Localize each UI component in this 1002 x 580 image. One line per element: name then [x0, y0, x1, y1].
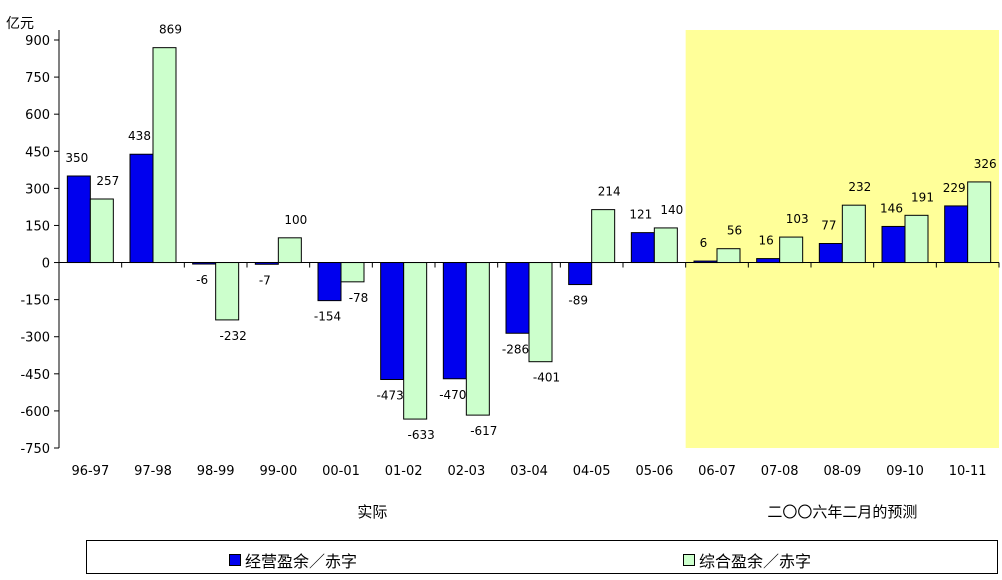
x-tick-label: 10-11: [949, 464, 987, 479]
y-tick-label: 0: [42, 257, 50, 272]
bar-series-2: [716, 248, 741, 264]
data-label-series-1: 121: [629, 208, 652, 222]
x-tick-label: 98-99: [197, 464, 235, 479]
y-tick-label: 750: [25, 71, 50, 86]
data-label-series-1: 146: [880, 201, 903, 215]
data-label-series-2: -633: [408, 428, 435, 442]
bar-series-1: [66, 175, 91, 264]
x-tick-label: 00-01: [322, 464, 360, 479]
bar-series-2: [152, 47, 177, 264]
bar-series-2: [841, 204, 866, 264]
data-label-series-1: 438: [128, 129, 151, 143]
legend-swatch-series-1: [229, 554, 241, 566]
y-tick-label: -450: [20, 368, 50, 383]
bar-series-2: [89, 198, 114, 264]
legend-label-series-2: 综合盈余／赤字: [699, 552, 812, 571]
data-label-series-2: 232: [848, 180, 871, 194]
data-label-series-2: 100: [284, 213, 307, 227]
y-tick-label: 450: [25, 145, 50, 160]
bar-series-1: [568, 262, 593, 286]
data-label-series-2: 191: [911, 190, 934, 204]
legend-item-series-1: 经营盈余／赤字: [229, 548, 357, 572]
bar-series-1: [756, 258, 781, 264]
x-tick-label: 03-04: [510, 464, 548, 479]
x-tick-label: 02-03: [447, 464, 485, 479]
section-label-1: 实际: [357, 503, 387, 521]
data-label-series-1: -286: [502, 342, 529, 356]
data-label-series-1: -473: [377, 389, 404, 403]
data-label-series-2: 56: [727, 224, 742, 238]
x-tick-label: 04-05: [573, 464, 611, 479]
x-tick-label: 07-08: [761, 464, 799, 479]
bar-series-2: [967, 181, 992, 264]
x-tick-label: 96-97: [71, 464, 109, 479]
y-tick-label: -300: [20, 331, 50, 346]
bar-series-1: [944, 205, 969, 264]
x-tick-label: 97-98: [134, 464, 172, 479]
bar-series-2: [528, 262, 553, 363]
data-label-series-1: -6: [196, 273, 208, 287]
data-label-series-2: -401: [533, 371, 560, 385]
bar-series-1: [818, 243, 843, 264]
data-label-series-1: 229: [943, 181, 966, 195]
data-label-series-2: -617: [470, 424, 497, 438]
bar-series-2: [215, 262, 240, 321]
data-label-series-1: -89: [568, 294, 588, 308]
legend-item-series-2: 综合盈余／赤字: [683, 548, 811, 572]
bar-series-1: [192, 262, 217, 265]
bar-series-1: [630, 232, 655, 264]
y-tick-label: -150: [20, 294, 50, 309]
y-tick-label: -600: [20, 405, 50, 420]
x-tick-label: 08-09: [823, 464, 861, 479]
data-label-series-1: -154: [314, 310, 341, 324]
bar-series-2: [340, 262, 365, 283]
bar-series-1: [254, 262, 279, 265]
legend-swatch-series-2: [683, 554, 695, 566]
bar-series-2: [465, 262, 490, 416]
x-tick-label: 09-10: [886, 464, 924, 479]
bar-series-1: [380, 262, 405, 381]
y-tick-label: 900: [25, 34, 50, 49]
bar-series-2: [779, 236, 804, 264]
data-label-series-2: 326: [974, 157, 997, 171]
data-label-series-1: 77: [821, 219, 836, 233]
x-tick-label: 06-07: [698, 464, 736, 479]
x-tick-label: 01-02: [385, 464, 423, 479]
bar-series-2: [277, 237, 302, 264]
x-tick-label: 99-00: [259, 464, 297, 479]
data-label-series-2: -78: [349, 291, 369, 305]
data-label-series-2: 140: [660, 203, 683, 217]
bar-series-1: [129, 153, 154, 264]
data-label-series-2: 257: [96, 174, 119, 188]
data-label-series-1: 16: [759, 234, 774, 248]
bar-series-1: [442, 262, 467, 380]
y-unit-label: 亿元: [6, 16, 34, 32]
bar-series-2: [403, 262, 428, 420]
data-label-series-2: 869: [159, 23, 182, 37]
x-tick-label: 05-06: [635, 464, 673, 479]
bar-series-2: [591, 209, 616, 264]
section-label-2: 二〇〇六年二月的预测: [767, 503, 917, 521]
data-label-series-2: 103: [786, 212, 809, 226]
y-tick-label: 150: [25, 219, 50, 234]
bar-series-1: [881, 225, 906, 264]
y-tick-label: -750: [20, 442, 50, 457]
data-label-series-1: -470: [439, 388, 466, 402]
bar-series-1: [505, 262, 530, 334]
data-label-series-1: 6: [700, 236, 708, 250]
data-label-series-2: 214: [598, 185, 621, 199]
data-label-series-1: 350: [65, 151, 88, 165]
data-label-series-1: -7: [259, 273, 271, 287]
y-tick-label: 600: [25, 108, 50, 123]
data-label-series-2: -232: [220, 329, 247, 343]
bar-series-2: [653, 227, 678, 264]
bar-series-1: [693, 260, 718, 264]
bar-series-2: [904, 214, 929, 264]
legend-label-series-1: 经营盈余／赤字: [245, 552, 358, 571]
bar-series-1: [317, 262, 342, 302]
legend: 经营盈余／赤字 综合盈余／赤字: [86, 540, 998, 574]
y-tick-label: 300: [25, 182, 50, 197]
